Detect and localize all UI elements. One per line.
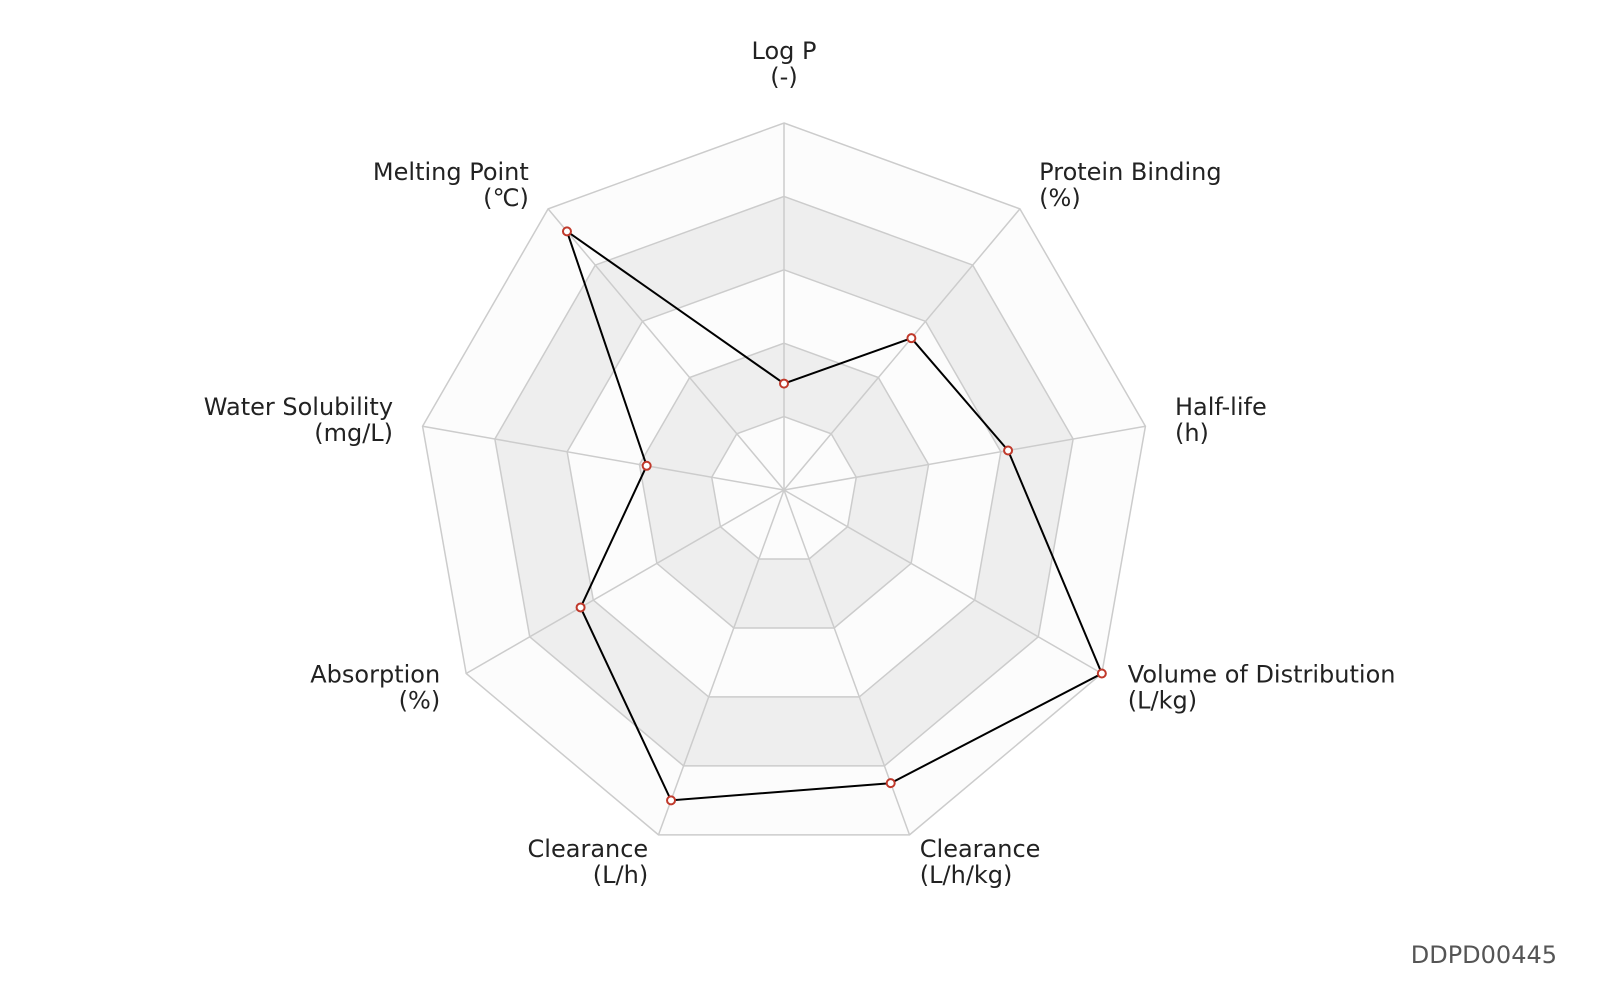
axis-unit: (%) [399, 687, 441, 715]
data-point [575, 602, 586, 613]
axis-unit: (L/h/kg) [920, 861, 1013, 889]
axis-unit: (%) [1039, 184, 1081, 212]
data-point [666, 795, 677, 806]
spoke [657, 489, 785, 836]
axis-unit: (-) [770, 63, 797, 91]
footnote: DDPD00445 [1411, 941, 1557, 969]
axis-unit: (mg/L) [314, 419, 393, 447]
data-point [1003, 445, 1014, 456]
spoke [422, 425, 785, 491]
axis-label: Protein Binding [1039, 158, 1221, 186]
axis-label: Melting Point [373, 158, 529, 186]
spoke [783, 489, 911, 836]
spoke [783, 489, 1103, 675]
axis-unit: (h) [1175, 419, 1209, 447]
axis-label: Log P [752, 37, 817, 65]
data-point [561, 226, 572, 237]
spoke [547, 208, 785, 491]
data-point [1096, 668, 1107, 679]
axis-unit: (L/kg) [1128, 687, 1197, 715]
data-point [779, 378, 789, 389]
axis-label: Clearance [528, 835, 649, 863]
axis-unit: (℃) [483, 184, 529, 212]
axis-label: Clearance [920, 835, 1041, 863]
axis-label: Half-life [1175, 393, 1267, 421]
axis-unit: (L/h) [593, 861, 648, 889]
data-line [565, 228, 1104, 802]
axis-label: Volume of Distribution [1128, 661, 1396, 689]
spoke [783, 208, 1021, 491]
axis-label: Absorption [310, 661, 440, 689]
data-point [906, 333, 917, 344]
spoke [783, 425, 1146, 491]
data-point [641, 460, 652, 471]
data-point [885, 778, 896, 789]
spoke [465, 489, 785, 675]
axis-label: Water Solubility [204, 393, 393, 421]
